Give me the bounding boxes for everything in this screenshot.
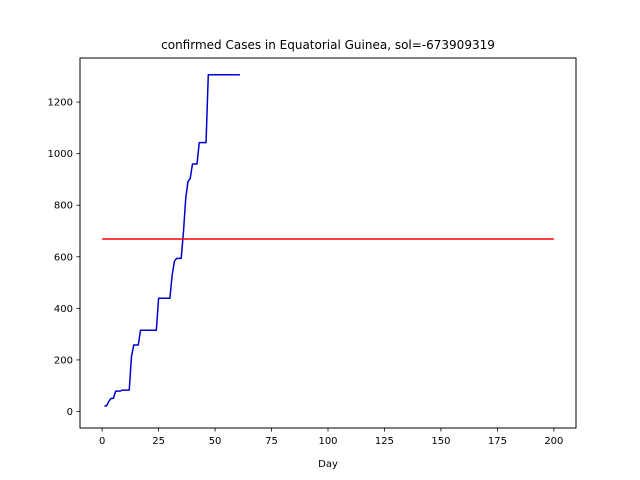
y-tick-label: 200 bbox=[54, 355, 73, 366]
y-tick-label: 1200 bbox=[48, 98, 73, 109]
y-tick-label: 0 bbox=[67, 407, 73, 418]
y-axis-ticks: 0 200 400 600 800 1000 1200 bbox=[48, 98, 80, 418]
x-tick-label: 25 bbox=[152, 436, 165, 447]
x-tick-label: 50 bbox=[209, 436, 222, 447]
x-tick-label: 200 bbox=[544, 436, 563, 447]
chart-title: confirmed Cases in Equatorial Guinea, so… bbox=[161, 38, 495, 52]
x-tick-label: 75 bbox=[265, 436, 278, 447]
x-axis-label: Day bbox=[318, 459, 338, 470]
series-layer bbox=[102, 74, 554, 407]
x-tick-label: 0 bbox=[99, 436, 105, 447]
x-tick-label: 175 bbox=[488, 436, 507, 447]
plot-area bbox=[79, 57, 577, 429]
y-tick-label: 600 bbox=[54, 252, 73, 263]
x-axis-ticks: 0 25 50 75 100 125 150 175 200 bbox=[99, 428, 563, 447]
x-tick-label: 150 bbox=[431, 436, 450, 447]
axes-background bbox=[80, 58, 576, 428]
x-tick-label: 125 bbox=[375, 436, 394, 447]
y-tick-label: 800 bbox=[54, 201, 73, 212]
y-tick-label: 400 bbox=[54, 304, 73, 315]
x-tick-label: 100 bbox=[318, 436, 337, 447]
y-tick-label: 1000 bbox=[48, 149, 73, 160]
series-line-0 bbox=[104, 74, 240, 407]
